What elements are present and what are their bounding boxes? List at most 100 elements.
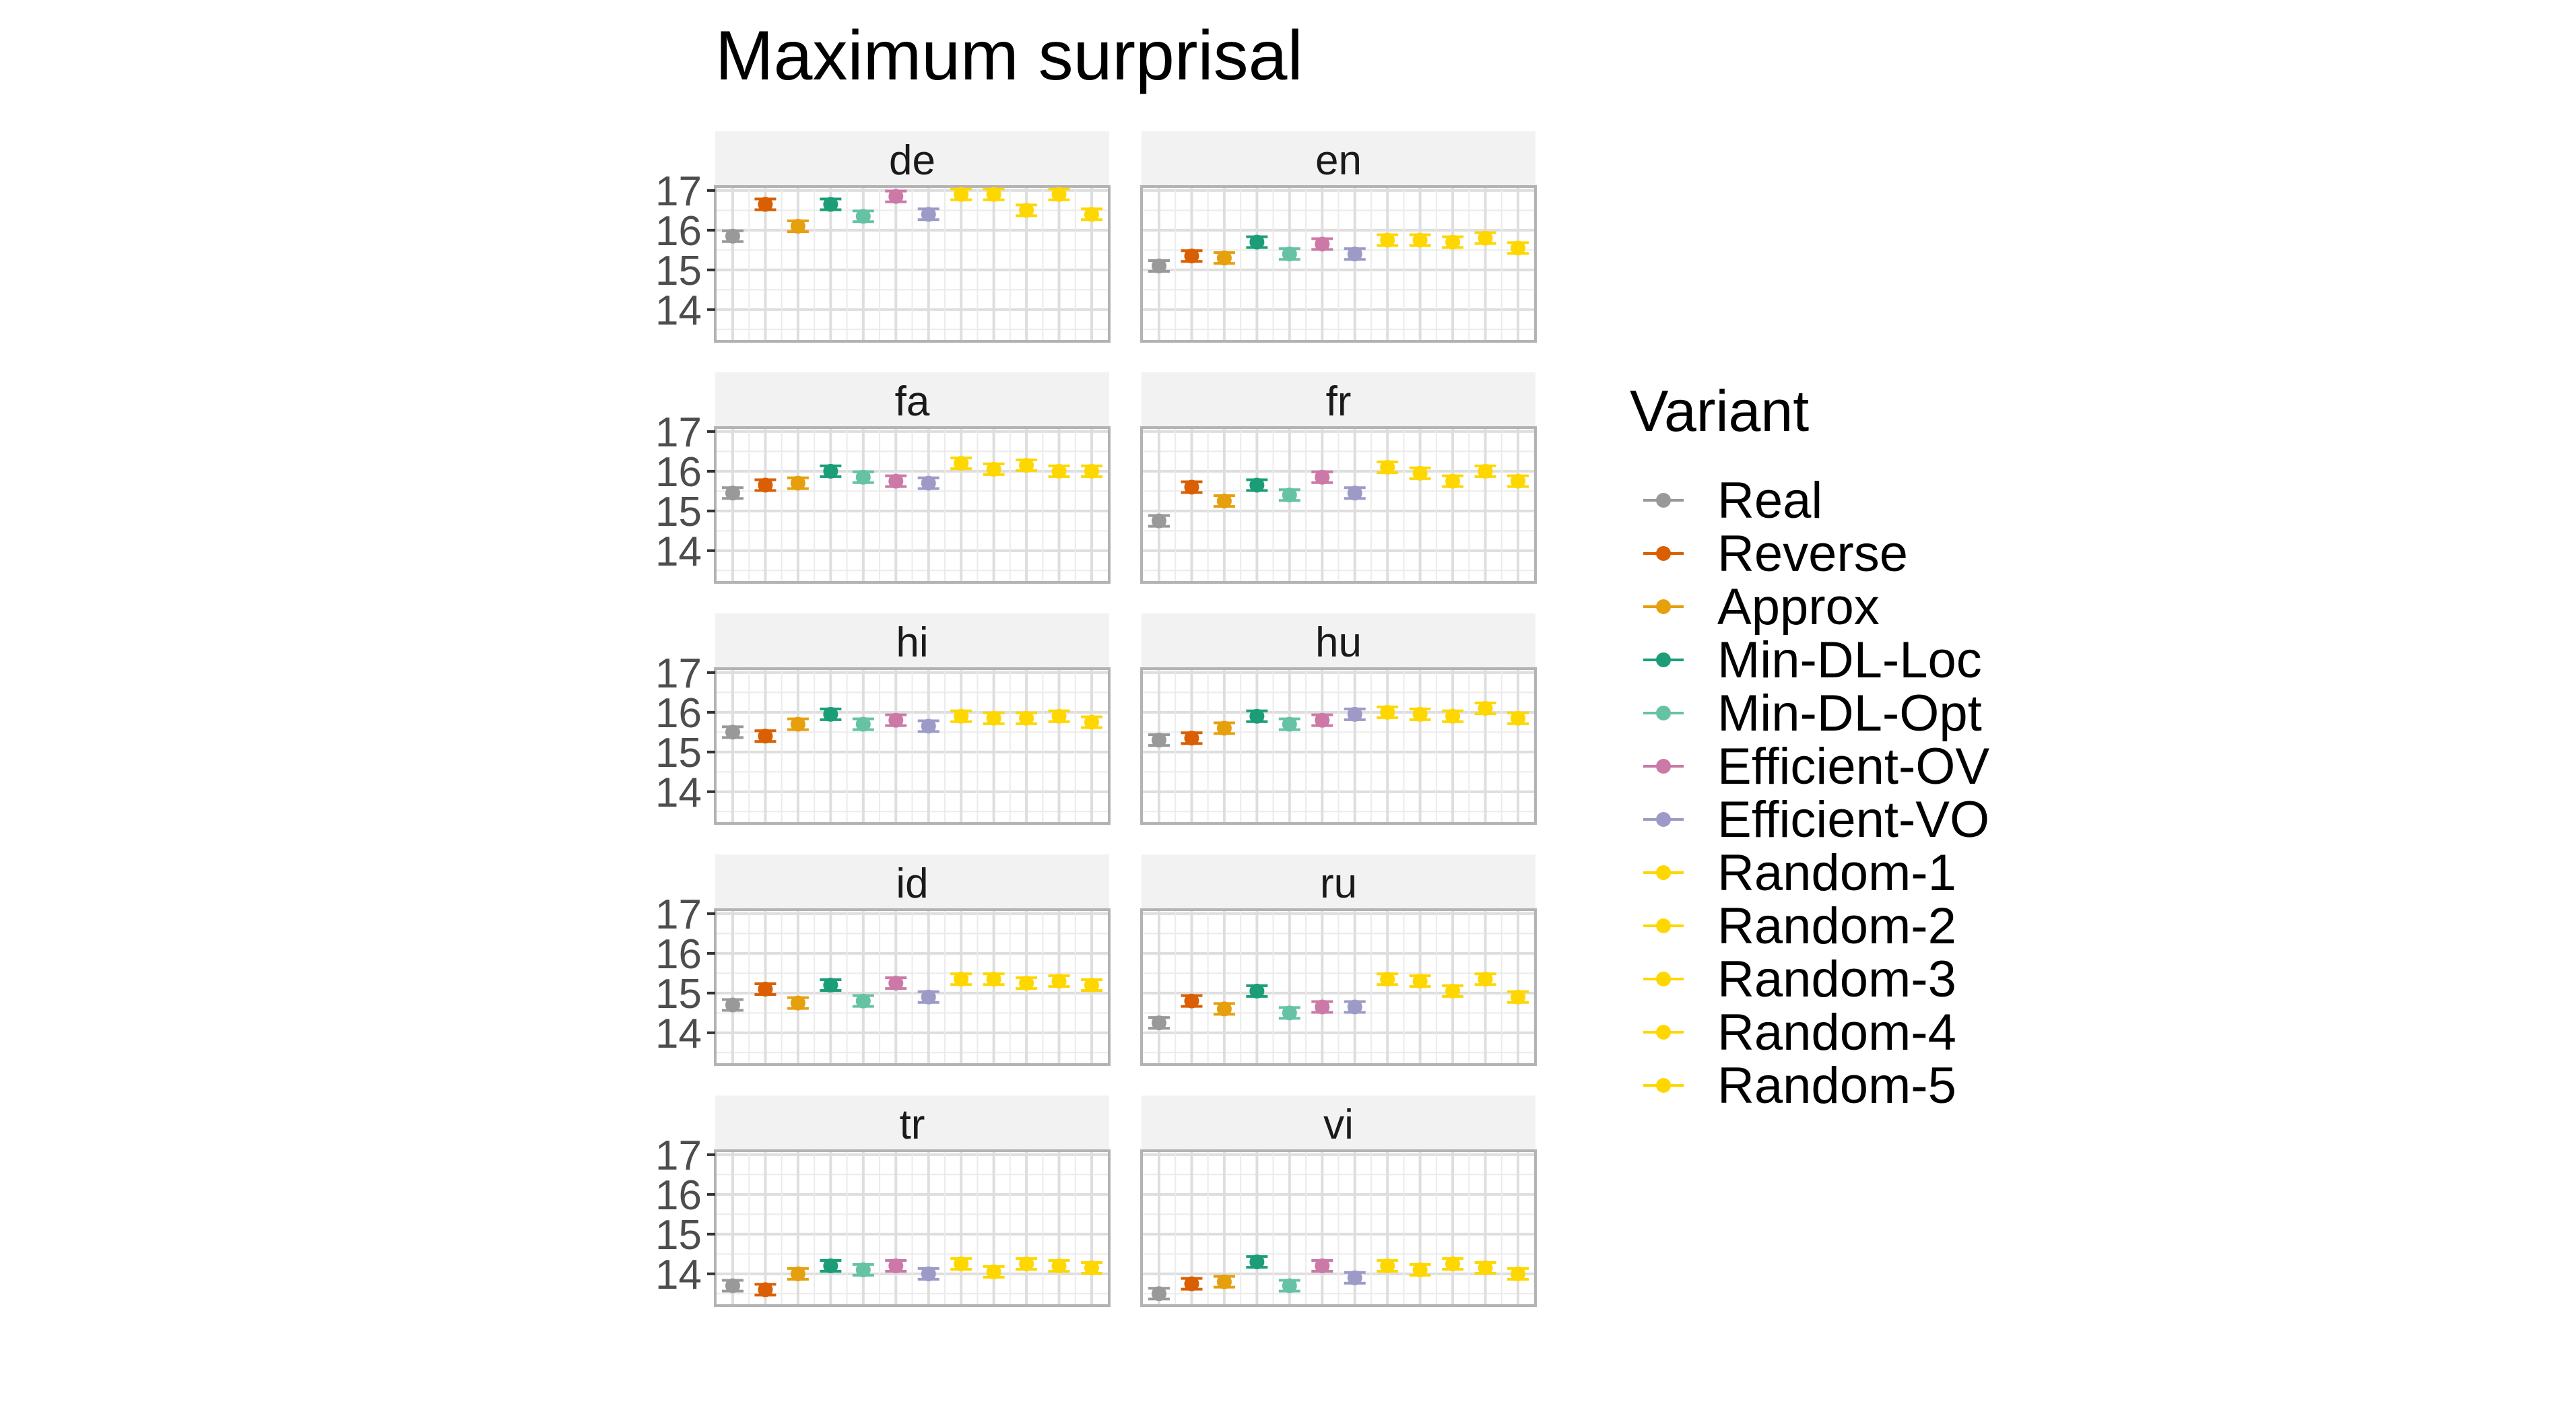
- data-point: [986, 187, 1001, 202]
- data-point: [1412, 1262, 1428, 1277]
- data-point: [790, 995, 805, 1011]
- point-random-4: [1048, 974, 1070, 989]
- panel-border: [1140, 908, 1537, 1066]
- data-point: [1315, 999, 1330, 1015]
- data-point: [986, 1264, 1001, 1279]
- data-point: [1478, 700, 1493, 716]
- facet-strip: [715, 854, 1109, 910]
- point-random-4: [1474, 700, 1496, 716]
- point-reverse: [1181, 731, 1203, 746]
- point-min-dl-opt: [1278, 1278, 1300, 1293]
- point-min-dl-opt: [852, 469, 874, 485]
- facet-panels: de14151617enfa14151617frhi14151617huid14…: [655, 131, 1537, 1307]
- legend-entry-efficient-ov: Efficient-OV: [1643, 738, 1989, 795]
- point-efficient-vo: [1344, 485, 1366, 501]
- point-random-2: [1409, 974, 1431, 989]
- panel-border: [714, 1149, 1111, 1307]
- point-random-4: [1474, 972, 1496, 987]
- point-min-dl-loc: [820, 978, 842, 993]
- point-random-5: [1507, 989, 1529, 1005]
- data-point: [1511, 710, 1525, 726]
- legend-entry-random-3: Random-3: [1643, 951, 1956, 1008]
- data-point: [986, 972, 1001, 987]
- data-point: [725, 725, 740, 740]
- point-real: [1148, 258, 1170, 273]
- y-tick-label: 16: [655, 931, 702, 978]
- data-point: [1152, 1015, 1166, 1031]
- y-tick-label: 15: [655, 489, 702, 535]
- legend-label: Min-DL-Loc: [1717, 632, 1982, 689]
- data-point: [790, 1266, 805, 1281]
- facet-strip: [715, 1096, 1109, 1151]
- data-point: [1511, 989, 1525, 1005]
- data-point: [1051, 463, 1067, 479]
- point-efficient-ov: [885, 473, 907, 489]
- point-min-dl-loc: [820, 463, 842, 479]
- data-point: [1380, 1258, 1395, 1274]
- y-tick-label: 15: [655, 1212, 702, 1258]
- point-min-dl-opt: [1278, 487, 1300, 503]
- point-approx: [1213, 1274, 1235, 1289]
- point-efficient-ov: [885, 976, 907, 991]
- point-efficient-vo: [917, 718, 939, 734]
- point-reverse: [754, 1282, 777, 1298]
- legend-key-point: [1656, 546, 1671, 561]
- data-point: [1347, 485, 1362, 501]
- y-tick-label: 15: [655, 730, 702, 776]
- data-point: [888, 712, 904, 728]
- point-random-5: [1081, 207, 1102, 222]
- data-point: [1152, 733, 1166, 748]
- data-point: [1019, 1256, 1034, 1272]
- data-point: [725, 228, 740, 244]
- data-point: [1511, 473, 1525, 489]
- point-min-dl-loc: [820, 197, 842, 212]
- point-efficient-ov: [1311, 712, 1333, 728]
- data-point: [823, 706, 838, 722]
- legend-label: Random-5: [1717, 1057, 1956, 1114]
- point-random-2: [1409, 706, 1431, 722]
- point-efficient-vo: [917, 207, 939, 222]
- point-random-2: [983, 1264, 1005, 1279]
- y-tick-label: 17: [655, 891, 702, 938]
- point-min-dl-opt: [852, 993, 874, 1009]
- data-point: [1051, 708, 1067, 724]
- legend-key-point: [1656, 599, 1671, 614]
- legend-entry-reverse: Reverse: [1643, 525, 1908, 582]
- point-random-5: [1507, 240, 1529, 256]
- data-point: [954, 187, 969, 202]
- point-random-2: [1409, 1262, 1431, 1277]
- legend-label: Efficient-OV: [1717, 738, 1989, 795]
- legend-key-point: [1656, 1078, 1671, 1093]
- data-point: [855, 993, 871, 1009]
- data-point: [1380, 704, 1395, 720]
- facet-strip: [715, 131, 1109, 187]
- data-point: [1019, 458, 1034, 473]
- chart-title: Maximum surprisal: [715, 17, 1303, 95]
- data-point: [790, 218, 805, 234]
- panel-border: [714, 185, 1111, 343]
- data-point: [1249, 477, 1265, 493]
- y-tick-label: 16: [655, 449, 702, 496]
- y-tick-label: 16: [655, 690, 702, 737]
- point-min-dl-loc: [1246, 708, 1268, 724]
- data-point: [855, 1262, 871, 1277]
- facet-label: en: [1315, 137, 1362, 184]
- data-point: [1445, 708, 1461, 724]
- data-point: [823, 1258, 838, 1274]
- point-reverse: [754, 981, 777, 997]
- data-point: [1511, 1266, 1525, 1281]
- point-real: [722, 485, 744, 501]
- data-point: [1184, 1276, 1199, 1291]
- point-approx: [1213, 250, 1235, 266]
- data-point: [1216, 1274, 1232, 1289]
- data-point: [790, 716, 805, 732]
- legend-label: Random-4: [1717, 1004, 1956, 1061]
- point-random-3: [1442, 708, 1464, 724]
- point-random-3: [1442, 983, 1464, 999]
- point-random-4: [1048, 463, 1070, 479]
- panel-border: [1140, 667, 1537, 825]
- data-point: [758, 477, 773, 493]
- data-point: [758, 1282, 773, 1298]
- point-random-4: [1048, 708, 1070, 724]
